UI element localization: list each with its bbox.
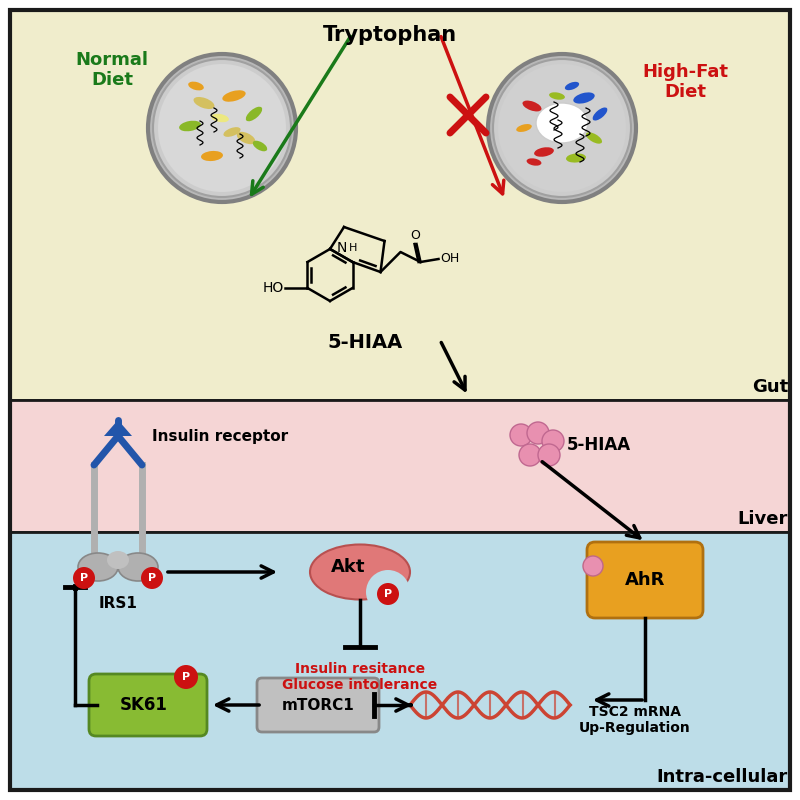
- Text: AhR: AhR: [625, 571, 665, 589]
- Text: SK61: SK61: [120, 696, 168, 714]
- Ellipse shape: [223, 127, 241, 137]
- FancyBboxPatch shape: [587, 542, 703, 618]
- Ellipse shape: [253, 141, 267, 151]
- Circle shape: [377, 583, 399, 605]
- Text: Insulin resitance
Glucose intolerance: Insulin resitance Glucose intolerance: [282, 662, 438, 692]
- Circle shape: [141, 567, 163, 589]
- Text: Intra-cellular: Intra-cellular: [657, 768, 788, 786]
- Text: P: P: [182, 672, 190, 682]
- Text: Gut: Gut: [752, 378, 788, 396]
- Circle shape: [366, 570, 410, 614]
- Text: Normal
Diet: Normal Diet: [75, 50, 149, 90]
- Text: IRS1: IRS1: [98, 596, 138, 611]
- Ellipse shape: [534, 147, 554, 157]
- Ellipse shape: [593, 107, 607, 121]
- Ellipse shape: [574, 92, 594, 104]
- Bar: [10, 400, 790, 532]
- Bar: [10, 10, 790, 400]
- Ellipse shape: [566, 154, 586, 162]
- Ellipse shape: [586, 132, 602, 144]
- Text: HO: HO: [262, 281, 283, 295]
- Ellipse shape: [516, 124, 532, 132]
- Circle shape: [488, 54, 636, 202]
- Ellipse shape: [526, 158, 542, 166]
- Text: 5-HIAA: 5-HIAA: [327, 333, 402, 352]
- Text: P: P: [384, 589, 392, 599]
- Circle shape: [510, 424, 532, 446]
- FancyBboxPatch shape: [89, 674, 207, 736]
- Circle shape: [174, 665, 198, 689]
- Ellipse shape: [107, 551, 129, 569]
- Ellipse shape: [179, 121, 201, 131]
- Ellipse shape: [78, 553, 118, 581]
- Text: High-Fat
Diet: High-Fat Diet: [642, 62, 728, 102]
- Circle shape: [519, 444, 541, 466]
- Ellipse shape: [237, 132, 255, 144]
- Ellipse shape: [536, 103, 588, 143]
- Text: mTORC1: mTORC1: [282, 698, 354, 713]
- Text: Tryptophan: Tryptophan: [323, 25, 457, 45]
- Ellipse shape: [522, 101, 542, 111]
- Ellipse shape: [188, 82, 204, 90]
- Circle shape: [583, 556, 603, 576]
- Ellipse shape: [211, 114, 229, 122]
- Circle shape: [538, 444, 560, 466]
- Text: H: H: [349, 243, 358, 253]
- Ellipse shape: [565, 82, 579, 90]
- Circle shape: [148, 54, 296, 202]
- Ellipse shape: [310, 545, 410, 599]
- Text: N: N: [337, 241, 347, 255]
- Circle shape: [73, 567, 95, 589]
- Circle shape: [158, 64, 286, 192]
- Text: Akt: Akt: [330, 558, 366, 576]
- Ellipse shape: [246, 106, 262, 122]
- Circle shape: [542, 430, 564, 452]
- Circle shape: [153, 59, 291, 197]
- Ellipse shape: [549, 92, 565, 100]
- Circle shape: [527, 422, 549, 444]
- Circle shape: [498, 64, 626, 192]
- Polygon shape: [104, 420, 132, 436]
- Text: P: P: [80, 573, 88, 583]
- Text: P: P: [148, 573, 156, 583]
- Bar: [10, 532, 790, 790]
- Text: Insulin receptor: Insulin receptor: [152, 429, 288, 443]
- Text: TSC2 mRNA
Up-Regulation: TSC2 mRNA Up-Regulation: [579, 705, 691, 735]
- Text: O: O: [410, 229, 421, 242]
- Text: Liver: Liver: [738, 510, 788, 528]
- Ellipse shape: [201, 151, 223, 161]
- Text: OH: OH: [441, 253, 460, 266]
- Ellipse shape: [222, 90, 246, 102]
- Text: 5-HIAA: 5-HIAA: [567, 436, 631, 454]
- Circle shape: [493, 59, 631, 197]
- FancyBboxPatch shape: [257, 678, 379, 732]
- Ellipse shape: [118, 553, 158, 581]
- Ellipse shape: [194, 97, 214, 109]
